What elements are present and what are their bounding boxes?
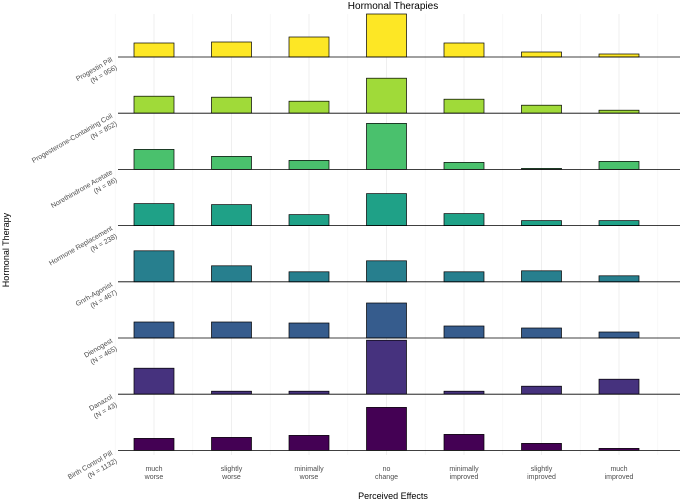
bar [521,104,562,114]
bar [288,100,330,114]
y-tick-label: Gnrh-Agonist(N = 467) [75,281,119,310]
bar [443,42,485,58]
bar [133,367,175,395]
y-tick-label: Norethindrone Acetate(N = 86) [50,169,118,210]
bar [598,220,640,226]
bar [211,321,252,339]
bar [211,204,252,226]
bar [598,275,640,283]
bar [133,42,175,58]
bar [366,407,407,451]
bar [211,265,252,283]
x-tick-label: improved [527,474,556,481]
bar [211,390,252,395]
bar [443,162,485,170]
bar [366,302,407,339]
x-tick-label: worse [144,474,164,481]
x-tick-label: change [375,474,398,481]
chart-title: Hormonal Therapies [348,1,438,12]
bar [443,98,485,114]
bar [598,161,640,170]
bar [288,435,330,451]
bar [133,149,175,170]
bar [288,390,330,395]
y-tick-label: Danazol(N = 43) [88,394,118,421]
y-tick-label: Progesterone-Containing Coil(N = 852) [31,113,119,165]
bar [133,438,175,451]
bar [133,250,175,283]
bar [443,390,485,395]
bar [521,51,562,58]
bar [211,156,252,170]
y-tick-label: Dienogest(N = 465) [83,338,118,367]
y-axis-title: Hormonal Therapy [1,212,11,287]
bar [211,437,252,451]
bar [598,53,640,58]
x-tick-label: minimally [294,466,324,473]
y-tick-label: Progestin Pill(N = 956) [75,56,118,85]
x-tick-label: worse [221,474,241,481]
x-tick-label: improved [605,474,634,481]
bar [288,214,330,226]
x-tick-label: slightly [221,466,243,473]
bar [443,213,485,226]
bar [521,270,562,283]
x-tick-label: minimally [449,466,479,473]
bar [598,331,640,339]
bar [366,260,407,283]
bar [366,123,407,170]
bar [443,271,485,283]
bar [288,160,330,170]
x-tick-label: worse [299,474,319,481]
bar [211,41,252,58]
bar [288,36,330,58]
x-tick-label: much [145,466,162,473]
series-name: Progesterone-Containing Coil [31,113,114,165]
bar [366,13,407,58]
bar [288,271,330,283]
bar [366,77,407,114]
bar [521,220,562,226]
bar [133,95,175,114]
bar [288,322,330,339]
bar [598,378,640,395]
x-axis-title: Perceived Effects [358,491,428,501]
x-tick-label: much [610,466,627,473]
bar [443,325,485,339]
bar [521,385,562,395]
bar [521,443,562,451]
bar [443,434,485,451]
bar [133,203,175,226]
y-tick-label: Birth Control Pill(N = 1132) [67,450,118,481]
bar [133,321,175,339]
x-tick-label: improved [450,474,479,481]
bar [211,96,252,114]
x-tick-label: no [383,466,391,473]
bar [521,327,562,339]
x-tick-label: slightly [531,466,553,473]
bar [366,193,407,226]
bar [598,109,640,114]
y-tick-label: Hormone Replacement(N = 238) [48,225,118,267]
bar [366,339,407,395]
